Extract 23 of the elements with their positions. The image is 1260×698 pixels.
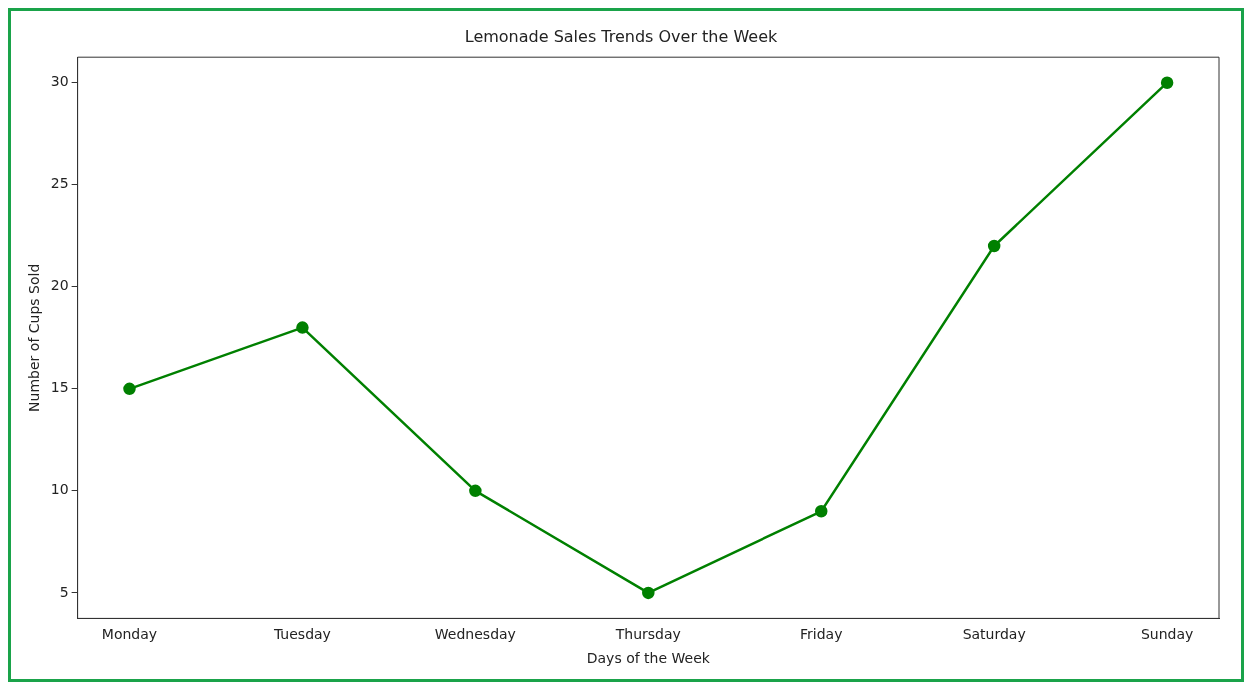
point	[642, 586, 655, 600]
y-tick-label: 10	[50, 481, 69, 498]
chart-title: Lemonade Sales Trends Over the Week	[464, 26, 778, 46]
x-tick-label: Saturday	[962, 626, 1026, 643]
y-axis-title: Number of Cups Sold	[26, 263, 43, 412]
x-tick-label: Thursday	[614, 626, 681, 643]
x-axis-title: Days of the Week	[586, 650, 711, 667]
point	[814, 505, 828, 518]
x-tick-label: Sunday	[1140, 626, 1194, 643]
y-tick-label: 15	[50, 379, 69, 396]
point	[987, 239, 1001, 253]
y-tick-label: 5	[59, 583, 69, 600]
x-tick-label: Tuesday	[272, 626, 331, 643]
point	[296, 321, 309, 334]
y-tick-label: 20	[50, 277, 69, 294]
x-tick-label: Monday	[101, 626, 158, 643]
point	[123, 382, 136, 396]
y-tick-label: 25	[50, 175, 69, 192]
x-tick-label: Wednesday	[434, 626, 516, 643]
y-tick-label: 30	[50, 73, 69, 90]
point	[1160, 76, 1174, 89]
point	[469, 484, 482, 498]
x-tick-label: Friday	[800, 626, 843, 643]
